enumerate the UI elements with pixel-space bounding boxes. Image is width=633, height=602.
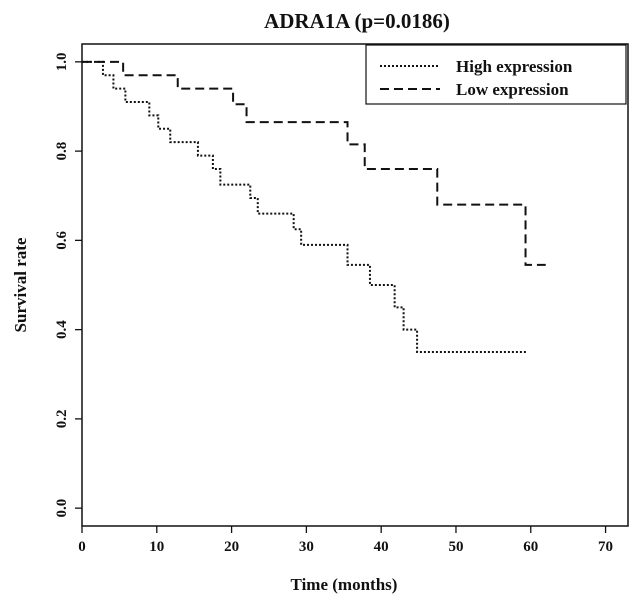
y-axis-label: Survival rate: [11, 237, 30, 332]
y-tick-label: 0.0: [54, 499, 70, 518]
y-tick-label: 0.8: [54, 142, 70, 161]
chart-title: ADRA1A (p=0.0186): [264, 9, 450, 33]
x-tick-label: 0: [78, 539, 86, 555]
legend: High expression Low expression: [366, 45, 626, 104]
plot-area: [82, 62, 546, 352]
legend-label-low-expression: Low expression: [456, 80, 569, 99]
x-tick-label: 60: [523, 539, 538, 555]
x-tick-label: 10: [149, 539, 164, 555]
x-axis: 0 10 20 30 40 50 60 70: [78, 526, 613, 555]
y-axis: 0.0 0.2 0.4 0.6 0.8 1.0: [54, 52, 82, 517]
x-tick-label: 70: [598, 539, 613, 555]
x-tick-label: 30: [299, 539, 314, 555]
y-tick-label: 0.4: [54, 320, 70, 339]
x-tick-label: 20: [224, 539, 239, 555]
y-tick-label: 1.0: [54, 52, 70, 71]
plot-frame: [82, 44, 628, 526]
series-line-high-expression: [82, 62, 527, 352]
x-axis-label: Time (months): [291, 575, 398, 594]
legend-label-high-expression: High expression: [456, 57, 573, 76]
y-tick-label: 0.2: [54, 410, 70, 429]
x-tick-label: 50: [448, 539, 463, 555]
y-tick-label: 0.6: [54, 230, 70, 249]
x-tick-label: 40: [374, 539, 389, 555]
